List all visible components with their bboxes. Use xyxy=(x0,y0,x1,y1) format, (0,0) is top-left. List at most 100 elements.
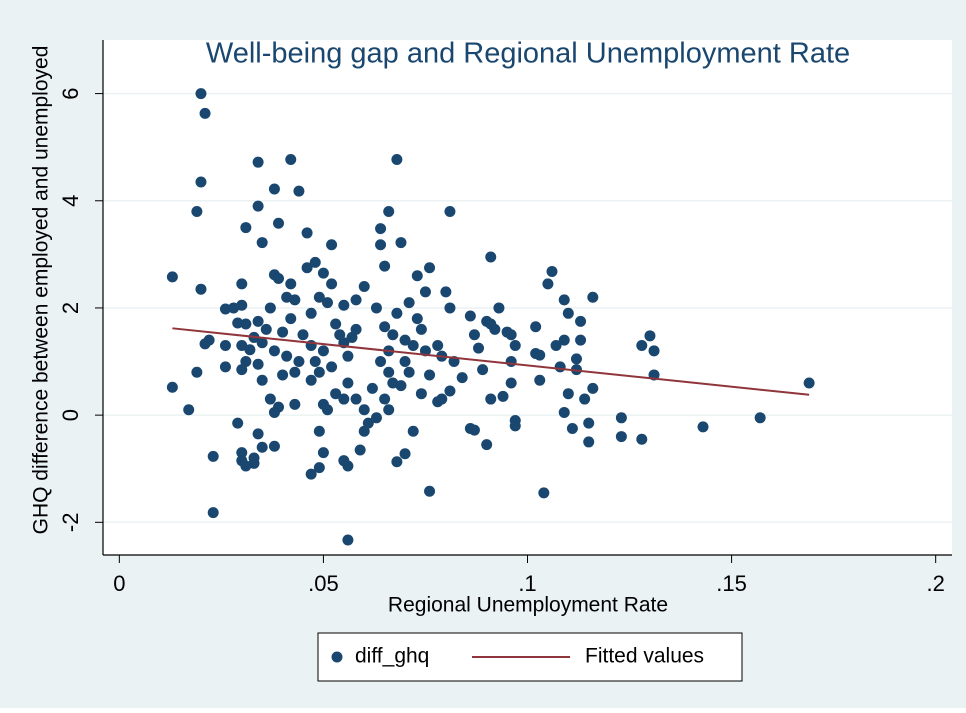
point xyxy=(546,266,558,278)
point xyxy=(342,377,354,389)
point xyxy=(313,462,325,474)
point xyxy=(415,388,427,400)
point xyxy=(326,278,338,290)
point xyxy=(558,406,570,418)
point xyxy=(399,334,411,346)
legend-items: diff_ghq Fitted values xyxy=(331,645,704,668)
point xyxy=(481,439,493,451)
point xyxy=(236,278,248,290)
point xyxy=(379,393,391,405)
point xyxy=(330,318,342,330)
x-tick-label: .15 xyxy=(716,571,747,596)
point xyxy=(232,317,244,329)
point xyxy=(530,321,542,333)
point xyxy=(509,420,521,432)
point xyxy=(256,441,268,453)
point xyxy=(199,107,211,119)
point xyxy=(362,417,374,429)
point xyxy=(383,205,395,217)
point xyxy=(391,456,403,468)
point xyxy=(219,303,231,315)
point xyxy=(195,283,207,295)
point xyxy=(444,205,456,217)
point xyxy=(252,156,264,168)
point xyxy=(305,374,317,386)
point xyxy=(375,223,387,235)
point xyxy=(379,321,391,333)
point xyxy=(456,372,468,384)
point xyxy=(199,338,211,350)
point xyxy=(301,262,313,274)
point xyxy=(219,339,231,351)
point xyxy=(534,349,546,361)
point xyxy=(289,366,301,378)
x-tick-label: .2 xyxy=(926,571,944,596)
point xyxy=(277,326,289,338)
point xyxy=(252,315,264,327)
point xyxy=(326,239,338,251)
point xyxy=(248,452,260,464)
point xyxy=(399,356,411,368)
y-tick-label: 0 xyxy=(58,409,83,421)
point xyxy=(236,299,248,311)
point xyxy=(338,393,350,405)
point xyxy=(440,286,452,298)
point xyxy=(289,294,301,306)
point xyxy=(366,382,378,394)
y-tick-label: -2 xyxy=(58,513,83,533)
point xyxy=(407,425,419,437)
point xyxy=(277,369,289,381)
point xyxy=(399,448,411,460)
plot-area xyxy=(103,40,952,555)
point xyxy=(395,380,407,392)
point xyxy=(636,339,648,351)
point xyxy=(489,323,501,335)
point xyxy=(358,281,370,293)
point xyxy=(558,294,570,306)
point xyxy=(342,350,354,362)
x-tick-label: .1 xyxy=(518,571,536,596)
point xyxy=(424,369,436,381)
point xyxy=(256,237,268,249)
point xyxy=(424,485,436,497)
point xyxy=(317,267,329,279)
point xyxy=(432,339,444,351)
point xyxy=(293,185,305,197)
point xyxy=(648,345,660,357)
point xyxy=(256,374,268,386)
point xyxy=(754,412,766,424)
point xyxy=(583,436,595,448)
point xyxy=(268,440,280,452)
point xyxy=(281,350,293,362)
point xyxy=(338,299,350,311)
point xyxy=(330,388,342,400)
point xyxy=(419,286,431,298)
point xyxy=(313,291,325,303)
point xyxy=(309,256,321,268)
point xyxy=(583,417,595,429)
point xyxy=(468,424,480,436)
fitted-line xyxy=(172,327,810,396)
point xyxy=(268,345,280,357)
point xyxy=(566,423,578,435)
point xyxy=(183,404,195,416)
point xyxy=(383,404,395,416)
point xyxy=(260,323,272,335)
point xyxy=(285,313,297,325)
point xyxy=(379,260,391,272)
point xyxy=(191,366,203,378)
point xyxy=(477,364,489,376)
point xyxy=(326,361,338,373)
point xyxy=(473,342,485,354)
marks xyxy=(166,88,815,546)
legend-label: Fitted values xyxy=(585,645,704,668)
point xyxy=(370,412,382,424)
point xyxy=(587,291,599,303)
point xyxy=(256,337,268,349)
point xyxy=(219,361,231,373)
point xyxy=(207,507,219,519)
point xyxy=(317,398,329,410)
x-tick-label: 0 xyxy=(113,571,125,596)
point xyxy=(432,396,444,408)
point xyxy=(411,270,423,282)
